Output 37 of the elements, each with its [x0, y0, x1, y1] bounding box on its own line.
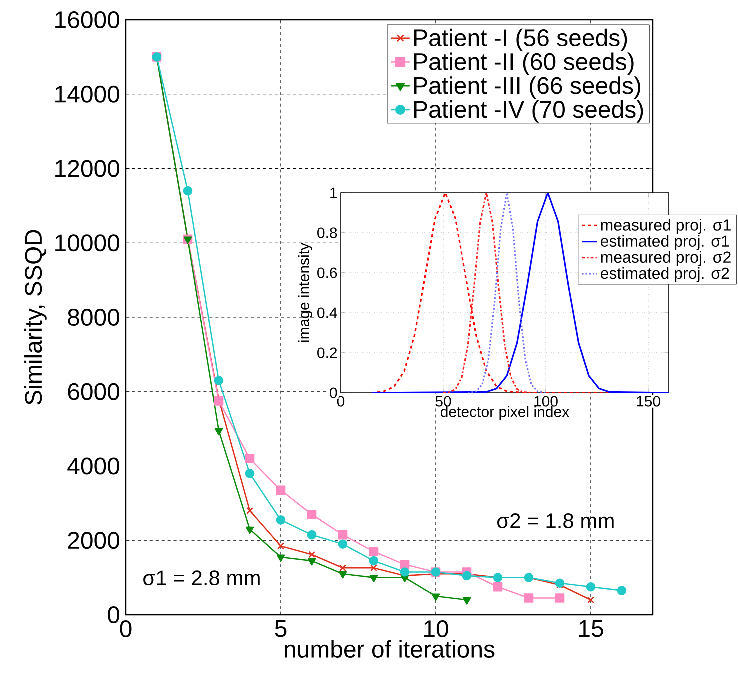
x-tick-label: 0 [120, 620, 132, 638]
y-tick-label: 16000 [56, 11, 120, 28]
x-tick-label: 5 [275, 620, 287, 638]
y-axis-title: image intensity [298, 243, 312, 342]
x-tick-label: 100 [534, 396, 558, 407]
x-axis-title: number of iterations [285, 640, 495, 658]
legend-label: Patient -II (60 seeds) [414, 52, 634, 76]
y-tick-label: 14000 [56, 86, 120, 103]
y-tick-label: 8000 [68, 308, 120, 326]
annotation: σ1 = 2.8 mm [144, 570, 260, 586]
y-tick-label: 0.2 [318, 348, 338, 358]
y-tick-label: 0 [108, 606, 120, 624]
x-tick-label: 10 [424, 620, 448, 638]
x-tick-label: 0 [337, 396, 345, 407]
y-axis-title: Similarity, SSQD [24, 230, 47, 405]
y-tick-label: 0.6 [318, 268, 338, 278]
y-tick-label: 6000 [68, 383, 120, 400]
y-tick-label: 1 [330, 188, 338, 198]
legend-label: Patient -I (56 seeds) [414, 28, 628, 52]
legend-label: measured proj. σ1 [601, 219, 731, 234]
x-tick-label: 150 [637, 396, 660, 407]
annotation: σ2 = 1.8 mm [498, 514, 614, 528]
y-tick-label: 2000 [68, 532, 120, 550]
x-tick-label: 15 [579, 620, 604, 638]
legend-label: estimated proj. σ1 [600, 235, 730, 250]
legend-label: estimated proj. σ2 [600, 267, 730, 282]
x-axis-title: detector pixel index [441, 406, 570, 420]
y-tick-label: 4000 [68, 458, 120, 475]
y-tick-label: 10000 [56, 234, 120, 252]
y-tick-label: 0.4 [318, 308, 338, 318]
y-tick-label: 0.8 [318, 228, 338, 238]
y-tick-label: 12000 [56, 160, 120, 178]
legend-label: Patient -IV (70 seeds) [414, 100, 644, 123]
legend-label: measured proj. σ2 [601, 251, 731, 266]
x-tick-label: 50 [436, 396, 452, 407]
legend-label: Patient -III (66 seeds) [414, 76, 640, 100]
y-tick-label: 0 [330, 388, 338, 398]
